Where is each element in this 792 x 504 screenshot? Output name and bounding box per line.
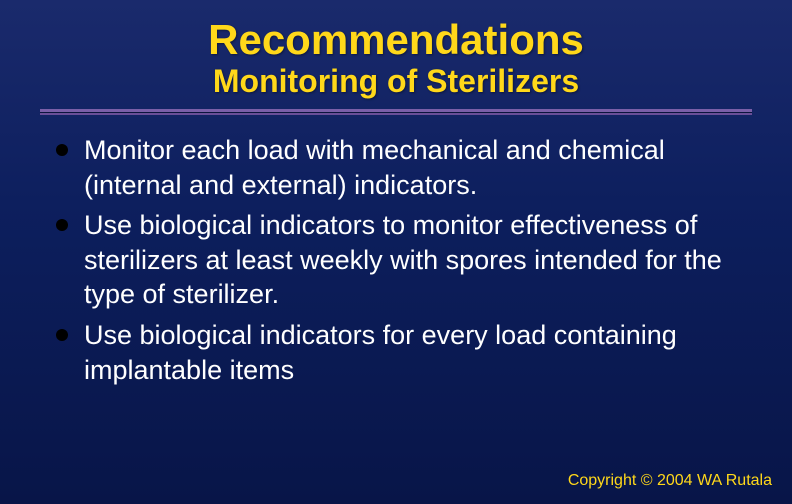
copyright-text: Copyright © 2004 WA Rutala — [568, 472, 772, 490]
bullet-list: Monitor each load with mechanical and ch… — [40, 133, 752, 387]
bullet-item: Monitor each load with mechanical and ch… — [60, 133, 752, 202]
divider-line — [40, 113, 752, 115]
bullet-item: Use biological indicators for every load… — [60, 318, 752, 387]
title-divider — [40, 109, 752, 115]
slide-title: Recommendations — [40, 18, 752, 62]
slide-subtitle: Monitoring of Sterilizers — [40, 64, 752, 99]
divider-line — [40, 109, 752, 112]
bullet-item: Use biological indicators to monitor eff… — [60, 208, 752, 312]
slide-container: Recommendations Monitoring of Sterilizer… — [0, 0, 792, 504]
